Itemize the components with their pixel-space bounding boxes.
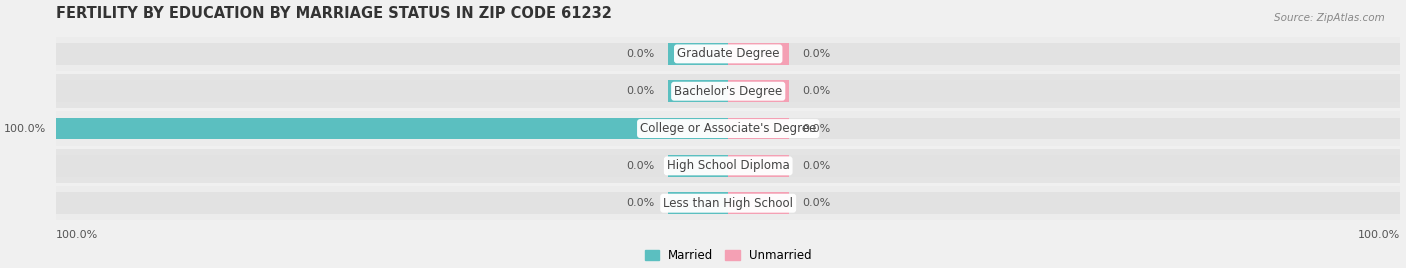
Bar (56, 118, 728, 139)
Text: 0.0%: 0.0% (803, 198, 831, 208)
Bar (668, 43, 728, 65)
Text: 0.0%: 0.0% (803, 161, 831, 171)
Bar (728, 192, 1400, 214)
Bar (728, 80, 1400, 102)
Bar (56, 80, 728, 102)
Text: 0.0%: 0.0% (803, 124, 831, 133)
Text: Less than High School: Less than High School (664, 197, 793, 210)
Text: 0.0%: 0.0% (803, 49, 831, 59)
Text: Bachelor's Degree: Bachelor's Degree (673, 85, 782, 98)
Text: Source: ZipAtlas.com: Source: ZipAtlas.com (1274, 13, 1385, 23)
Bar (728, 43, 789, 65)
Bar (56, 149, 1400, 183)
Bar (56, 118, 728, 139)
Text: FERTILITY BY EDUCATION BY MARRIAGE STATUS IN ZIP CODE 61232: FERTILITY BY EDUCATION BY MARRIAGE STATU… (56, 6, 612, 21)
Text: 0.0%: 0.0% (626, 86, 654, 96)
Text: 0.0%: 0.0% (803, 86, 831, 96)
Bar (728, 118, 789, 139)
Bar (728, 118, 1400, 139)
Text: High School Diploma: High School Diploma (666, 159, 790, 172)
Bar (728, 192, 789, 214)
Legend: Married, Unmarried: Married, Unmarried (645, 249, 811, 262)
Bar (56, 43, 728, 65)
Bar (56, 155, 728, 177)
Bar (668, 192, 728, 214)
Text: 100.0%: 100.0% (4, 124, 46, 133)
Bar (56, 37, 1400, 71)
Bar (56, 111, 1400, 146)
Text: 0.0%: 0.0% (626, 198, 654, 208)
Bar (728, 155, 1400, 177)
Text: 0.0%: 0.0% (626, 161, 654, 171)
Text: 100.0%: 100.0% (1358, 230, 1400, 240)
Text: 100.0%: 100.0% (56, 230, 98, 240)
Text: 0.0%: 0.0% (626, 49, 654, 59)
Bar (728, 155, 789, 177)
Bar (668, 155, 728, 177)
Bar (56, 186, 1400, 220)
Bar (56, 74, 1400, 108)
Bar (56, 192, 728, 214)
Text: College or Associate's Degree: College or Associate's Degree (640, 122, 817, 135)
Bar (728, 43, 1400, 65)
Bar (728, 80, 789, 102)
Bar (668, 80, 728, 102)
Text: Graduate Degree: Graduate Degree (676, 47, 779, 60)
